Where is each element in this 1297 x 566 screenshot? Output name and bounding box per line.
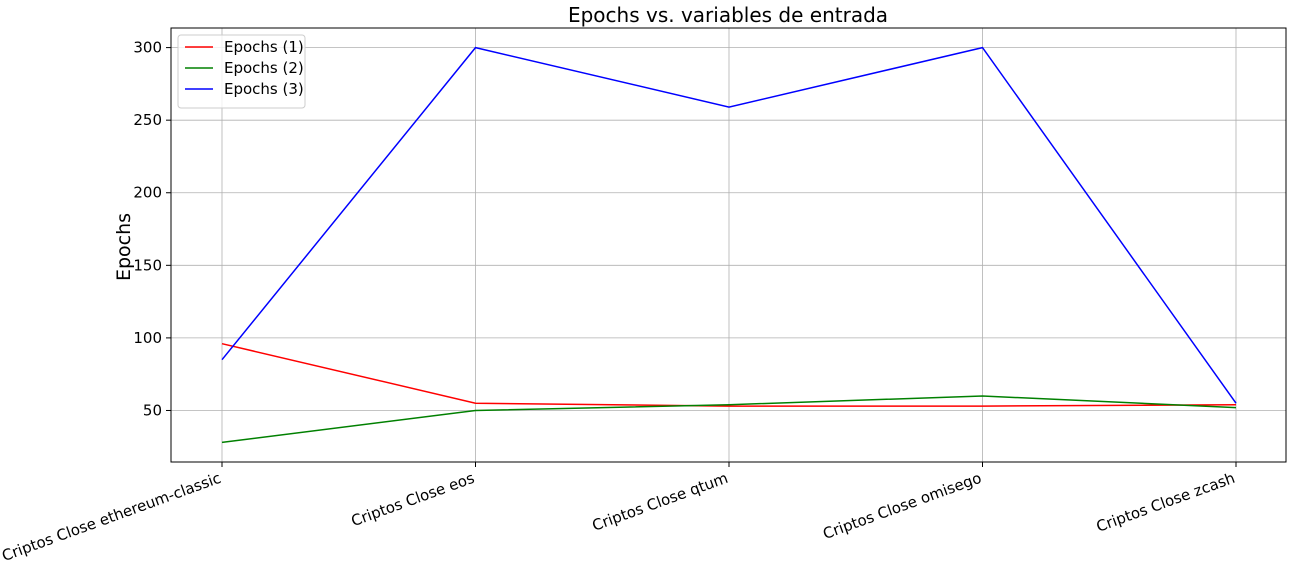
y-tick-label: 100 xyxy=(133,329,162,347)
y-tick-label: 250 xyxy=(133,111,162,129)
plot-area-frame xyxy=(170,27,1287,463)
series-line-1 xyxy=(221,342,1237,407)
x-tick-label: Criptos Close omisego xyxy=(820,469,983,543)
series-lines xyxy=(221,46,1237,444)
x-tick-label: Criptos Close ethereum-classic xyxy=(0,469,223,565)
legend-label: Epochs (1) xyxy=(224,38,304,56)
legend-label: Epochs (3) xyxy=(224,80,304,98)
grid xyxy=(171,28,1286,462)
legend-label: Epochs (2) xyxy=(224,59,304,77)
y-axis: 50 100 150 200 250 300 xyxy=(133,39,171,419)
series-line-3 xyxy=(221,46,1237,404)
series-line-2 xyxy=(221,395,1237,444)
y-axis-label: Epochs xyxy=(113,213,135,281)
y-tick-label: 300 xyxy=(133,39,162,57)
x-axis: Criptos Close ethereum-classic Criptos Cl… xyxy=(0,462,1237,565)
x-tick-label: Criptos Close zcash xyxy=(1094,469,1238,536)
y-tick-label: 200 xyxy=(133,184,162,202)
y-tick-label: 150 xyxy=(133,256,162,274)
x-tick-label: Criptos Close qtum xyxy=(590,469,731,535)
legend: Epochs (1) Epochs (2) Epochs (3) xyxy=(177,34,306,109)
x-tick-label: Criptos Close eos xyxy=(349,469,477,530)
chart-title: Epochs vs. variables de entrada xyxy=(568,3,888,27)
y-tick-label: 50 xyxy=(143,401,162,419)
